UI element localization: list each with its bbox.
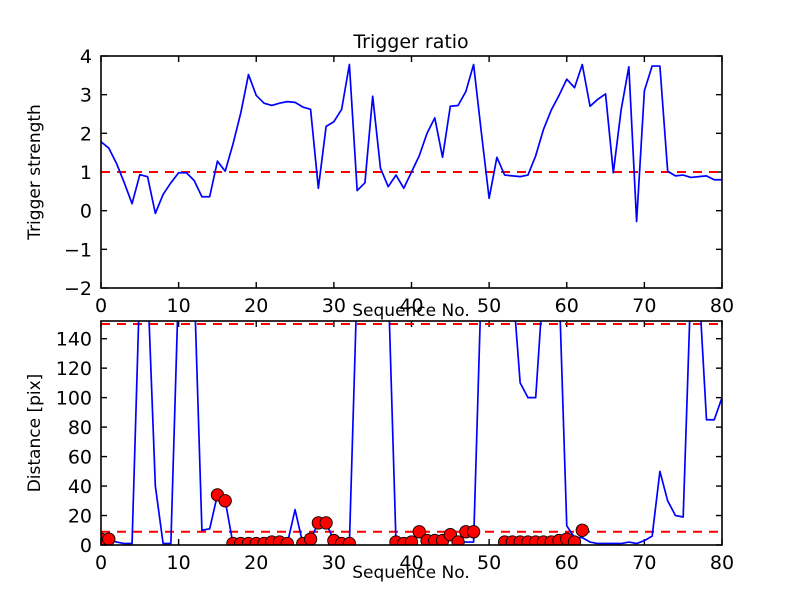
data-point-marker bbox=[412, 525, 426, 539]
bottom-subplot-distance: 0 20 40 60 80 100 120 140 0 10 20 30 40 50 60 70 80 Dis… bbox=[25, 320, 734, 583]
top-x-tick-labels: 0 10 20 30 40 50 60 70 80 bbox=[95, 295, 734, 317]
bottom-threshold-lines bbox=[101, 322, 722, 533]
y-tick-label: 40 bbox=[68, 476, 92, 498]
x-tick-label: 40 bbox=[399, 552, 423, 574]
x-tick-label: 0 bbox=[95, 295, 107, 317]
y-tick-label: 100 bbox=[56, 388, 92, 410]
top-y-axis-label: Trigger strength bbox=[25, 104, 45, 241]
y-tick-label: 1 bbox=[80, 162, 92, 184]
data-point-marker bbox=[218, 494, 232, 508]
top-subplot-trigger-ratio: Trigger ratio −2 −1 0 1 2 3 4 0 10 20 30 40 50 60 70 8… bbox=[25, 31, 734, 321]
top-y-tick-labels: −2 −1 0 1 2 3 4 bbox=[64, 46, 92, 300]
x-tick-label: 0 bbox=[95, 552, 107, 574]
bottom-axes-frame bbox=[100, 320, 723, 546]
y-tick-label: 0 bbox=[80, 535, 92, 557]
x-tick-label: 20 bbox=[244, 552, 268, 574]
x-tick-label: 30 bbox=[322, 295, 346, 317]
trigger-strength-line bbox=[101, 63, 722, 223]
x-tick-label: 80 bbox=[710, 295, 734, 317]
data-point-marker bbox=[319, 516, 333, 530]
bottom-y-tick-labels: 0 20 40 60 80 100 120 140 bbox=[56, 329, 92, 557]
data-point-marker bbox=[280, 536, 294, 545]
x-tick-label: 10 bbox=[167, 295, 191, 317]
y-tick-label: −1 bbox=[64, 239, 92, 261]
x-tick-label: 60 bbox=[555, 295, 579, 317]
x-tick-label: 50 bbox=[477, 295, 501, 317]
x-tick-label: 80 bbox=[710, 552, 734, 574]
x-tick-label: 10 bbox=[167, 552, 191, 574]
data-point-marker bbox=[342, 536, 357, 545]
y-tick-label: 0 bbox=[80, 201, 92, 223]
data-point-marker bbox=[404, 535, 419, 545]
top-x-axis-label: Sequence No. bbox=[352, 301, 469, 321]
y-tick-label: 20 bbox=[68, 506, 92, 528]
x-tick-label: 70 bbox=[632, 552, 656, 574]
x-tick-label: 30 bbox=[322, 552, 346, 574]
x-tick-label: 40 bbox=[399, 295, 423, 317]
data-point-marker bbox=[102, 532, 116, 545]
y-tick-label: 120 bbox=[56, 358, 92, 380]
data-point-marker bbox=[466, 525, 481, 539]
y-tick-label: −2 bbox=[64, 278, 92, 300]
bottom-x-tick-labels: 0 10 20 30 40 50 60 70 80 bbox=[95, 552, 734, 574]
data-point-marker bbox=[451, 535, 465, 545]
y-tick-label: 3 bbox=[80, 85, 92, 107]
x-tick-label: 50 bbox=[477, 552, 501, 574]
x-tick-label: 20 bbox=[244, 295, 268, 317]
bottom-x-axis-label: Sequence No. bbox=[352, 563, 469, 583]
y-tick-label: 60 bbox=[68, 447, 92, 469]
y-tick-label: 80 bbox=[68, 417, 92, 439]
y-tick-label: 140 bbox=[56, 329, 92, 351]
y-tick-label: 4 bbox=[80, 46, 92, 68]
x-tick-label: 60 bbox=[555, 552, 579, 574]
bottom-plot-content bbox=[101, 321, 722, 545]
top-axes-frame bbox=[100, 55, 723, 289]
data-point-marker bbox=[567, 535, 582, 545]
bottom-y-axis-label: Distance [pix] bbox=[25, 374, 45, 493]
matched-detection-markers bbox=[101, 488, 589, 545]
x-tick-label: 70 bbox=[632, 295, 656, 317]
data-point-marker bbox=[575, 523, 589, 537]
y-tick-label: 2 bbox=[80, 123, 92, 145]
chart-title: Trigger ratio bbox=[352, 31, 468, 53]
data-point-marker bbox=[303, 532, 318, 545]
